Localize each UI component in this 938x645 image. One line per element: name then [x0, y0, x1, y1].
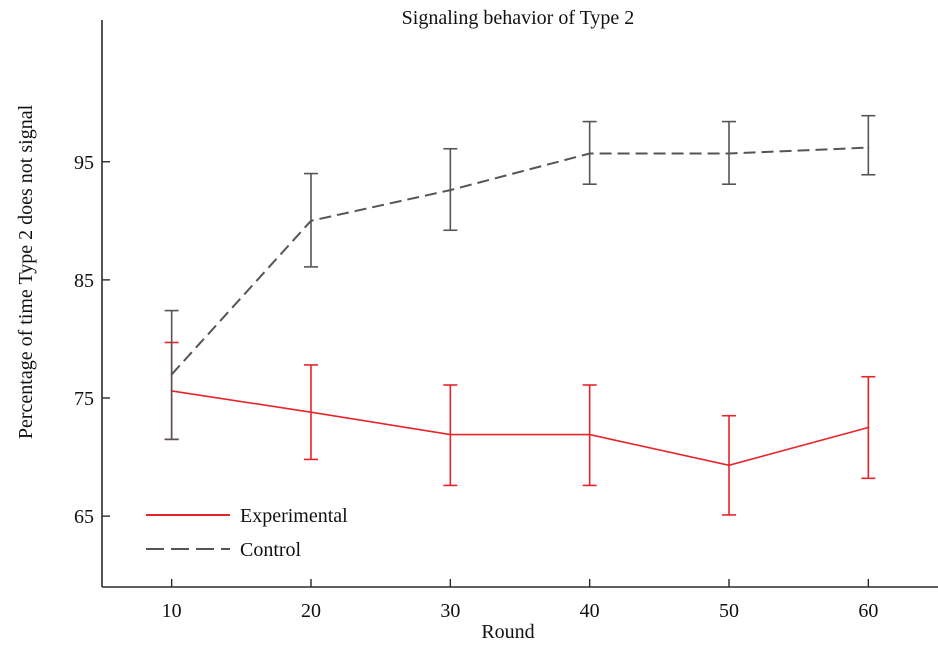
- x-tick-label: 40: [580, 600, 600, 622]
- control-data-point: [170, 373, 173, 376]
- x-tick-label: 30: [440, 600, 460, 622]
- experimental-data-point: [867, 426, 870, 429]
- experimental-data-point: [449, 433, 452, 436]
- legend-label-control: Control: [240, 539, 302, 561]
- x-tick-label: 60: [858, 600, 878, 622]
- plot-area: 65 75 85 95 10 20 30 40 50 60 Experimental Control: [74, 20, 938, 622]
- y-axis-title: Percentage of time Type 2 does not signa…: [15, 104, 37, 439]
- control-data-point: [867, 146, 870, 149]
- chart-title: Signaling behavior of Type 2: [402, 7, 635, 29]
- y-tick-label: 85: [74, 270, 94, 292]
- control-data-point: [449, 189, 452, 192]
- x-tick-label: 20: [301, 600, 321, 622]
- x-tick-label: 50: [719, 600, 739, 622]
- control-data-point: [310, 219, 312, 222]
- legend-label-experimental: Experimental: [240, 505, 348, 527]
- x-axis-title: Round: [481, 621, 534, 643]
- experimental-data-point: [310, 411, 312, 414]
- control-data-point: [728, 152, 730, 155]
- y-tick-label: 75: [74, 388, 94, 410]
- control-series-line: [170, 146, 869, 376]
- control-data-point: [588, 152, 591, 155]
- x-tick-label: 10: [162, 600, 182, 622]
- experimental-data-point: [728, 464, 730, 467]
- experimental-series-line: [171, 390, 869, 467]
- y-tick-label: 65: [74, 506, 94, 528]
- y-tick-label: 95: [74, 152, 94, 174]
- experimental-data-point: [588, 433, 591, 436]
